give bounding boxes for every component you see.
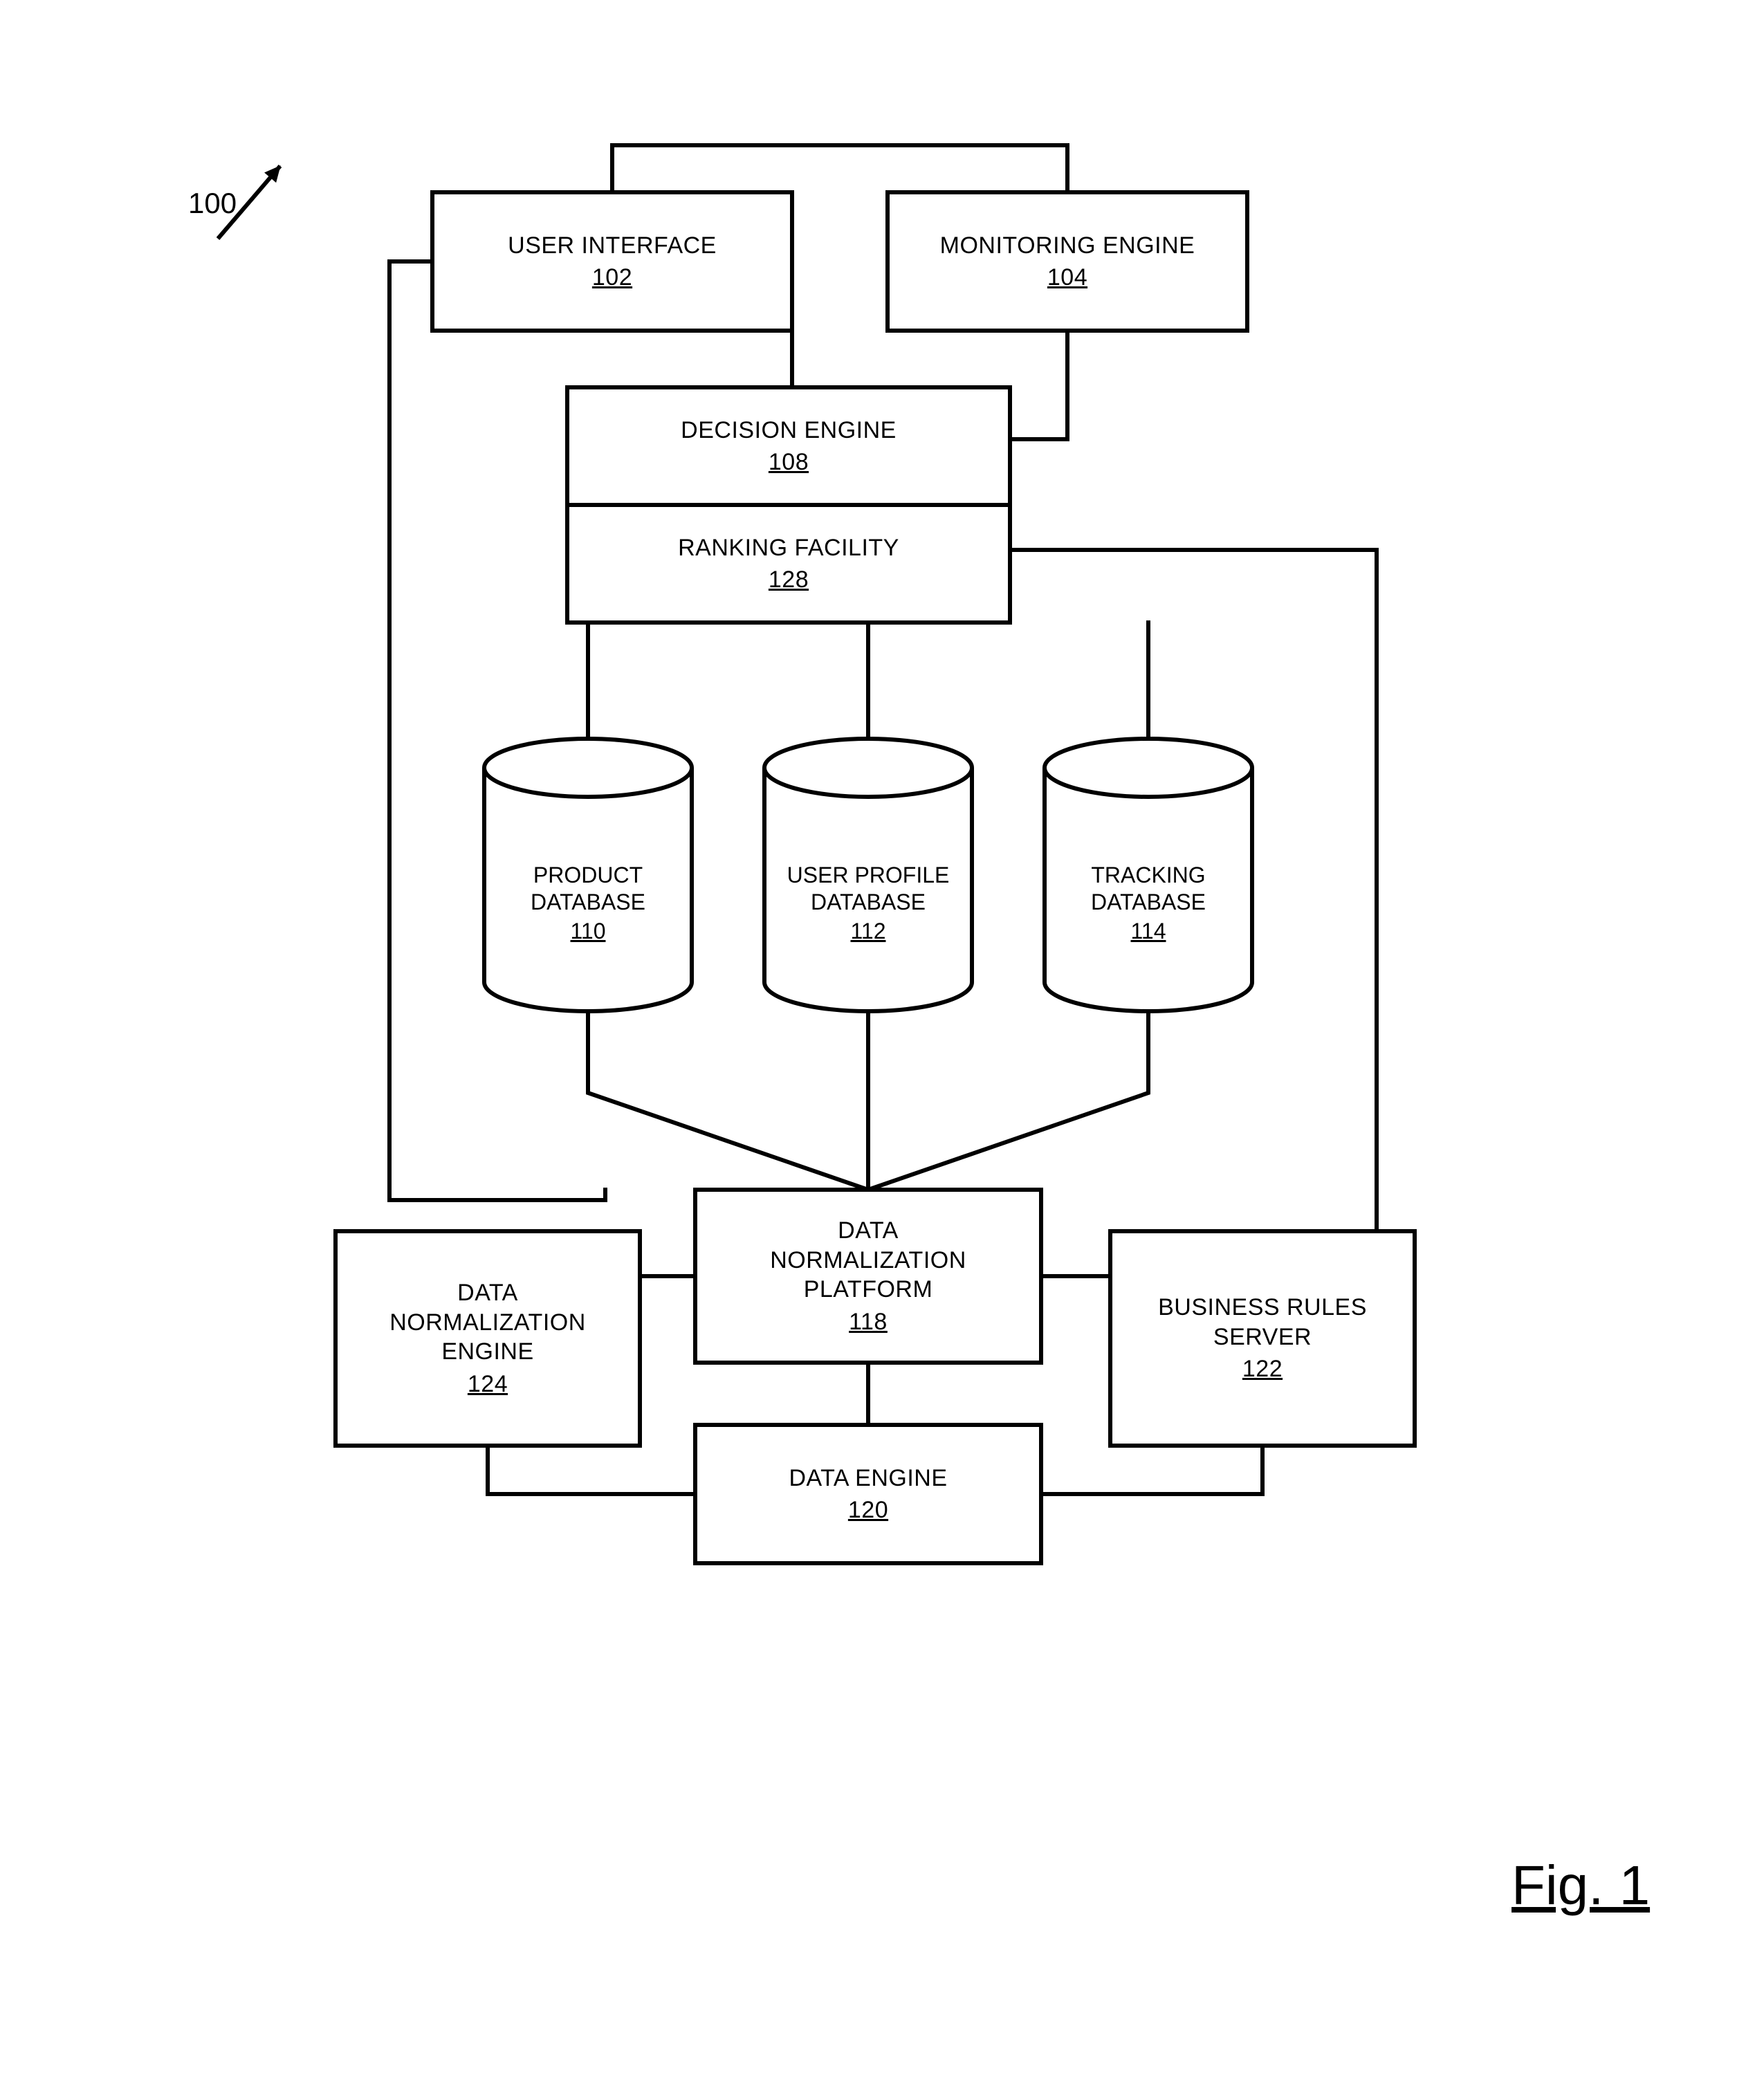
- data-engine-box: DATA ENGINE120: [695, 1425, 1041, 1563]
- product-database-cylinder: PRODUCTDATABASE110: [484, 818, 692, 989]
- figure-caption: Fig. 1: [1512, 1854, 1650, 1917]
- monitoring-engine-box: MONITORING ENGINE104: [888, 192, 1247, 331]
- diagram-svg: [0, 0, 1764, 2073]
- figure-stage: 100 Fig. 1 USER INTERFACE102 MONITORING …: [0, 0, 1764, 2073]
- user-interface-box: USER INTERFACE102: [432, 192, 792, 331]
- tracking-database-cylinder: TRACKINGDATABASE114: [1045, 818, 1252, 989]
- ranking-facility-box: RANKING FACILITY128: [567, 505, 1010, 623]
- decision-engine-box: DECISION ENGINE108: [567, 387, 1010, 505]
- business-rules-server-box: BUSINESS RULESSERVER122: [1110, 1231, 1415, 1446]
- user-profile-database-cylinder: USER PROFILEDATABASE112: [764, 818, 972, 989]
- data-normalization-engine-box: DATANORMALIZATIONENGINE124: [336, 1231, 640, 1446]
- figure-ref-label: 100: [188, 187, 237, 220]
- data-normalization-platform-box: DATANORMALIZATIONPLATFORM118: [695, 1190, 1041, 1363]
